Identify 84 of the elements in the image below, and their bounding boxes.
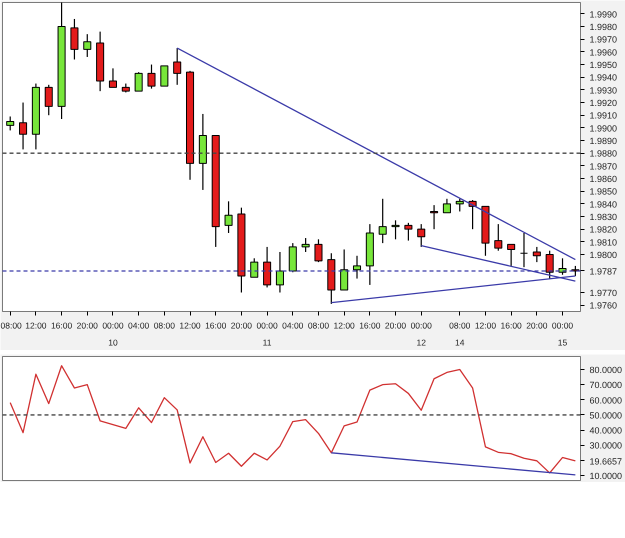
candlestick (494, 224, 502, 252)
y-tick-label: 1.9840 (590, 199, 618, 210)
candlestick (417, 224, 426, 248)
y-tick-label: 1.9810 (590, 237, 618, 248)
x-tick-label: 00:00 12 (410, 320, 432, 348)
candlestick (224, 200, 233, 234)
candlestick (134, 72, 143, 92)
ref-line-label: 1.9787 (590, 266, 618, 276)
data-label: 19.6657 (590, 456, 622, 466)
x-tick-label: 16:00 (359, 320, 381, 330)
x-tick-label: 08:00 (154, 320, 176, 330)
x-tick-label: 12:00 (334, 320, 356, 330)
x-tick-label: 00:00 10 (102, 320, 124, 348)
line-series (10, 365, 576, 474)
y-tick-label: 1.9960 (590, 47, 618, 58)
y-tick-label: 1.9920 (590, 98, 618, 108)
candlestick (532, 246, 541, 263)
y-tick-label: 1.9910 (590, 110, 618, 121)
y-tick-label: 1.9930 (590, 85, 618, 96)
candlestick (263, 246, 272, 288)
candlestick (44, 84, 53, 116)
candlestick (314, 238, 323, 263)
candlestick (147, 64, 156, 90)
candlestick (520, 232, 528, 268)
candlestick (430, 204, 438, 230)
candlestick (108, 68, 117, 88)
x-tick-label: 16:00 (500, 320, 522, 330)
y-tick-label: 30.0000 (590, 440, 622, 451)
y-tick-label: 1.9940 (590, 72, 618, 83)
y-tick-label: 10.0000 (590, 471, 622, 482)
candlestick (6, 116, 14, 132)
candlestick (160, 65, 168, 87)
candlestick (456, 198, 464, 212)
y-tick-label: 1.9880 (590, 148, 618, 159)
y-tick-label: 1.9770 (590, 288, 618, 298)
x-tick-label: 08:00 (308, 320, 330, 330)
x-tick-label: 20:00 (230, 320, 252, 330)
y-tick-label: 1.9870 (590, 161, 618, 172)
y-tick-label: 1.9760 (590, 300, 618, 311)
y-tick-label: 1.9950 (590, 60, 618, 70)
y-tick-label: 80.0000 (590, 365, 622, 376)
x-tick-label: 12:00 (179, 320, 201, 330)
candlestick (404, 222, 412, 242)
y-tick-label: 50.0000 (590, 410, 622, 420)
y-tick-label: 60.0000 (590, 395, 622, 406)
x-tick-label: 04:00 (282, 320, 304, 330)
candlestick (378, 198, 387, 244)
candlestick (340, 248, 348, 291)
y-tick-label: 1.9850 (590, 186, 618, 197)
y-tick-label: 1.9990 (590, 9, 618, 20)
candlestick (19, 102, 28, 150)
y-tick-label: 1.9890 (590, 136, 618, 146)
y-tick-label: 1.9970 (590, 34, 618, 45)
x-tick-label: 08:00 (0, 320, 22, 330)
candlestick (442, 198, 451, 214)
x-tick-label: 20:00 (384, 320, 406, 330)
x-tick-label: 00:00 11 (256, 320, 278, 348)
candlestick (302, 237, 310, 253)
y-tick-label: 70.0000 (590, 380, 622, 390)
x-tick-label: 16:00 (50, 320, 72, 330)
candlestick (83, 34, 92, 58)
candlestick (392, 220, 400, 240)
y-tick-label: 1.9820 (590, 224, 618, 235)
candlestick (173, 47, 182, 86)
candlestick (507, 244, 516, 267)
y-tick-label: 1.9900 (590, 123, 618, 134)
y-tick-label: 1.9860 (590, 174, 618, 184)
x-tick-label: 20:00 (76, 320, 98, 330)
x-tick-label: 16:00 (205, 320, 227, 330)
candlestick (546, 250, 554, 280)
candlestick (70, 18, 78, 60)
y-tick-label: 1.9830 (590, 212, 618, 222)
x-tick-label: 08:00 14 (449, 320, 471, 348)
y-tick-label: 1.9800 (590, 250, 618, 260)
candlestick (276, 251, 284, 294)
x-tick-label: 12:00 (474, 320, 496, 330)
x-tick-label: 00:00 15 (552, 320, 574, 348)
x-tick-label: 20:00 (526, 320, 548, 330)
y-tick-label: 1.9980 (590, 22, 618, 32)
y-tick-label: 40.0000 (590, 426, 622, 436)
x-tick-label: 04:00 (128, 320, 150, 330)
candlestick (250, 258, 258, 278)
x-tick-label: 12:00 (25, 320, 47, 330)
candlestick (352, 255, 362, 280)
